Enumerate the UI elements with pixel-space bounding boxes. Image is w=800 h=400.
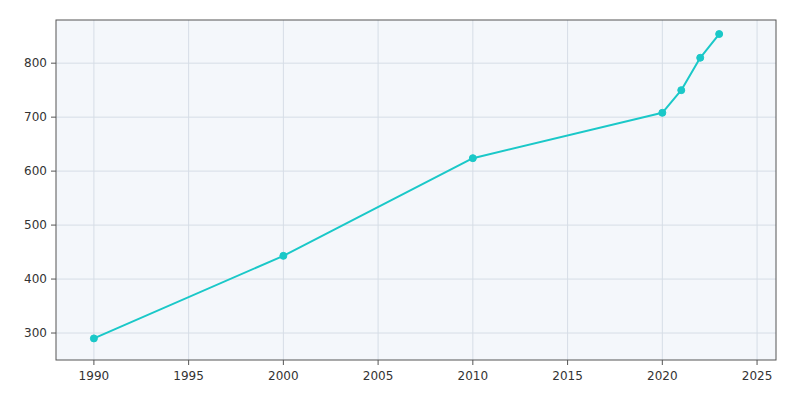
x-tick-label: 2015: [552, 369, 583, 383]
x-grid-line: [662, 20, 663, 360]
x-tick-label: 2020: [647, 369, 678, 383]
x-tick: [93, 360, 94, 365]
y-grid-line: [56, 279, 776, 280]
x-grid-line: [757, 20, 758, 360]
y-tick: [51, 117, 56, 118]
point: [280, 252, 287, 259]
point: [716, 31, 723, 38]
x-tick-label: 1995: [173, 369, 204, 383]
x-tick: [283, 360, 284, 365]
line: [94, 34, 719, 338]
data-layer: [90, 31, 722, 342]
point: [469, 155, 476, 162]
point: [678, 87, 685, 94]
x-tick-label: 2025: [742, 369, 773, 383]
y-grid-line: [56, 171, 776, 172]
y-grid-line: [56, 117, 776, 118]
x-tick-label: 2005: [363, 369, 394, 383]
y-tick: [51, 279, 56, 280]
chart-container: 1990 1995 2000 2005 2010 2015 2020 2025 300 400 50…: [0, 0, 800, 400]
axes: 1990 1995 2000 2005 2010 2015 2020 2025 300 400 50…: [24, 56, 772, 383]
x-tick: [378, 360, 379, 365]
y-tick-label: 700: [24, 110, 47, 124]
plot-background: [56, 20, 776, 360]
y-tick-label: 300: [24, 326, 47, 340]
chart-svg: 1990 1995 2000 2005 2010 2015 2020 2025 300 400 50…: [0, 0, 800, 400]
x-tick-label: 1990: [79, 369, 110, 383]
x-tick: [472, 360, 473, 365]
y-grid-line: [56, 333, 776, 334]
x-grid-line: [283, 20, 284, 360]
x-tick: [757, 360, 758, 365]
y-tick-label: 800: [24, 56, 47, 70]
y-tick: [51, 63, 56, 64]
x-grid-line: [378, 20, 379, 360]
y-tick-label: 500: [24, 218, 47, 232]
x-tick: [662, 360, 663, 365]
y-grid-line: [56, 63, 776, 64]
x-grid-line: [472, 20, 473, 360]
y-tick: [51, 225, 56, 226]
y-tick-label: 600: [24, 164, 47, 178]
x-tick: [188, 360, 189, 365]
x-tick-label: 2010: [458, 369, 489, 383]
point: [659, 109, 666, 116]
y-tick: [51, 333, 56, 334]
x-grid-line: [188, 20, 189, 360]
point: [90, 335, 97, 342]
x-grid-line: [567, 20, 568, 360]
point: [697, 54, 704, 61]
x-tick: [567, 360, 568, 365]
y-tick-label: 400: [24, 272, 47, 286]
grid: [56, 20, 776, 360]
y-grid-line: [56, 225, 776, 226]
x-grid-line: [93, 20, 94, 360]
x-tick-label: 2000: [268, 369, 299, 383]
y-tick: [51, 171, 56, 172]
plot-frame: [56, 20, 776, 360]
